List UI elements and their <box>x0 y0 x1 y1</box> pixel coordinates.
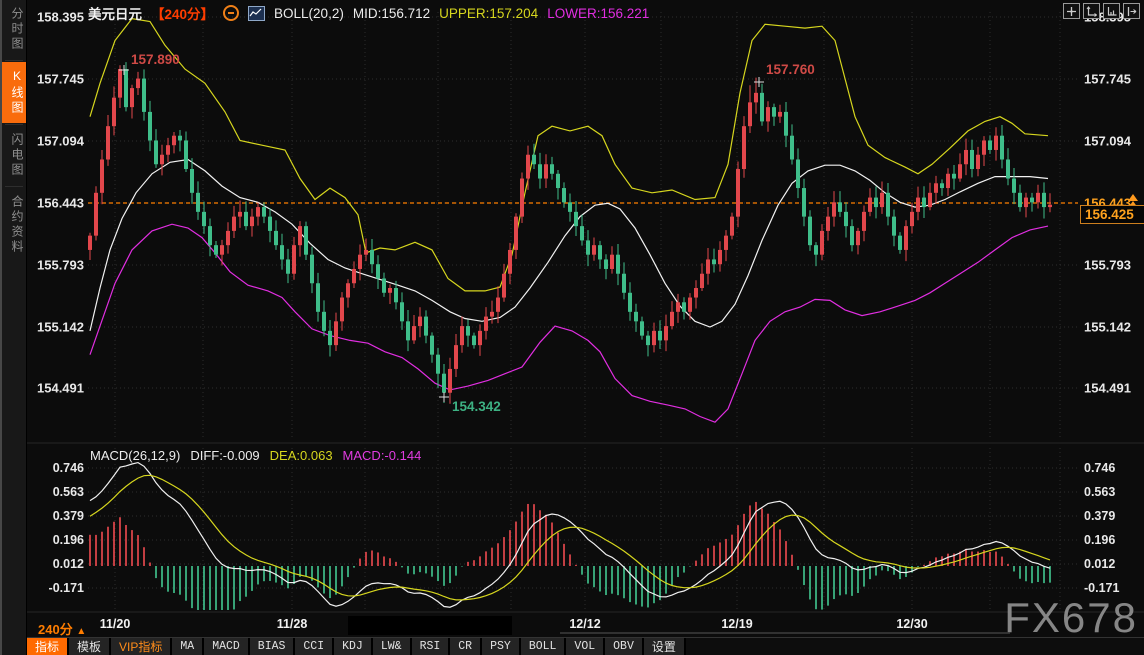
price-annotation: 157.760 <box>766 62 815 77</box>
macd-header: MACD(26,12,9) DIFF:-0.009 DEA:0.063 MACD… <box>90 448 421 463</box>
toolbar-item-BIAS[interactable]: BIAS <box>250 638 296 655</box>
boll-lower-line <box>90 224 1048 422</box>
toolbar-item-指标[interactable]: 指标 <box>27 638 69 655</box>
toolbar-item-VOL[interactable]: VOL <box>566 638 605 655</box>
toolbar-item-CR[interactable]: CR <box>450 638 482 655</box>
crosshair-icon[interactable] <box>1063 3 1080 19</box>
date-tick: 12/30 <box>896 617 927 631</box>
boll-label: BOLL(20,2) <box>274 6 344 21</box>
macd-dea-value: DEA:0.063 <box>270 448 333 463</box>
toolbar-item-RSI[interactable]: RSI <box>412 638 451 655</box>
toolbar-item-KDJ[interactable]: KDJ <box>334 638 373 655</box>
axis-label: 155.142 <box>1084 320 1131 335</box>
axis-label: 0.746 <box>1084 461 1115 475</box>
axis-label: -0.171 <box>1084 581 1119 595</box>
exit-right-icon[interactable] <box>1123 3 1140 19</box>
axis-label: 155.793 <box>37 258 84 273</box>
date-tick: 12/12 <box>569 617 600 631</box>
price-annotation: 154.342 <box>452 399 501 414</box>
axis-label: 157.745 <box>1084 72 1131 87</box>
toolbar-item-CCI[interactable]: CCI <box>295 638 334 655</box>
sidebar-tab-4[interactable]: 合约资料 <box>2 188 26 262</box>
axis-labels: 158.395158.395157.745157.745157.094157.0… <box>37 10 1138 596</box>
axis-label: 0.196 <box>53 533 84 547</box>
sidebar-tab-2[interactable]: K线图 <box>2 62 26 123</box>
axis-label: 154.491 <box>1084 381 1131 396</box>
period-label: 【240分】 <box>151 3 214 23</box>
axis-label: 0.563 <box>53 485 84 499</box>
toolbar-item-BOLL[interactable]: BOLL <box>521 638 567 655</box>
sidebar-tab-1[interactable]: 分时图 <box>2 0 26 59</box>
boll-upper-line <box>90 19 1048 291</box>
boll-mid-value: MID:156.712 <box>353 6 430 21</box>
macd-panel <box>90 463 1050 610</box>
toolbar-item-VIP指标[interactable]: VIP指标 <box>111 638 172 655</box>
scrollbar-track[interactable] <box>560 632 1010 634</box>
date-tick: 12/19 <box>721 617 752 631</box>
chart-type-icon[interactable] <box>248 6 265 21</box>
period-selector[interactable]: 240分 ▲ <box>38 619 86 638</box>
toolbar-item-LW&[interactable]: LW& <box>373 638 412 655</box>
macd-diff-value: DIFF:-0.009 <box>190 448 259 463</box>
kline-chart-window: 分时图K线图闪电图合约资料 158.395158.395157.745157.7… <box>0 0 1144 655</box>
candlestick-plot[interactable]: 158.395158.395157.745157.745157.094157.0… <box>27 0 1144 655</box>
redacted-date-region <box>348 616 512 635</box>
indicator-toolbar: 指标模板VIP指标MAMACDBIASCCIKDJLW&RSICRPSYBOLL… <box>27 637 1144 655</box>
toolbar-item-OBV[interactable]: OBV <box>605 638 644 655</box>
axis-label: 156.443 <box>37 196 84 211</box>
axis-label: 158.395 <box>37 10 84 25</box>
axis-label: 0.746 <box>53 461 84 475</box>
toolbar-item-设置[interactable]: 设置 <box>644 638 686 655</box>
macd-macd-value: MACD:-0.144 <box>343 448 422 463</box>
symbol-name: 美元日元 <box>88 3 142 23</box>
date-tick: 11/20 <box>100 617 131 631</box>
chart-header: 美元日元 【240分】 BOLL(20,2) MID:156.712 UPPER… <box>88 3 649 23</box>
axis-label: 0.379 <box>53 509 84 523</box>
current-price-tag: 156.425 <box>1080 205 1144 224</box>
zoom-axes-icon[interactable] <box>1083 3 1100 19</box>
axis-label: 157.745 <box>37 72 84 87</box>
toolbar-item-模板[interactable]: 模板 <box>69 638 111 655</box>
axis-label: 157.094 <box>1084 134 1132 149</box>
chart-tools <box>1063 3 1140 19</box>
boll-lower-value: LOWER:156.221 <box>547 6 649 21</box>
axis-label: 155.793 <box>1084 258 1131 273</box>
toolbar-item-MACD[interactable]: MACD <box>204 638 250 655</box>
grid-lines <box>27 12 1144 612</box>
axis-label: 0.196 <box>1084 533 1115 547</box>
toolbar-item-MA[interactable]: MA <box>172 638 204 655</box>
toolbar-item-PSY[interactable]: PSY <box>482 638 521 655</box>
macd-label: MACD(26,12,9) <box>90 448 180 463</box>
chart-type-sidebar: 分时图 K线图闪电图合约资料 <box>0 0 27 655</box>
price-annotation: 157.890 <box>131 52 180 67</box>
scale-axes-icon[interactable] <box>1103 3 1120 19</box>
axis-label: 154.491 <box>37 381 84 396</box>
axis-label: 0.012 <box>1084 557 1115 571</box>
axis-label: 0.563 <box>1084 485 1115 499</box>
date-tick: 11/28 <box>277 617 308 631</box>
boll-upper-value: UPPER:157.204 <box>439 6 538 21</box>
axis-label: 0.012 <box>53 557 84 571</box>
axis-label: 157.094 <box>37 134 85 149</box>
sidebar-tab-3[interactable]: 闪电图 <box>2 126 26 185</box>
date-axis: 240分 ▲ 11/20 11/28 12/12 12/19 12/30 <box>27 613 1144 637</box>
axis-label: 155.142 <box>37 320 84 335</box>
collapse-indicator-icon[interactable] <box>223 5 239 21</box>
axis-label: 0.379 <box>1084 509 1115 523</box>
candles <box>88 62 1052 404</box>
axis-label: -0.171 <box>49 581 84 595</box>
annotations: 157.890 157.760 154.342 <box>119 52 815 414</box>
